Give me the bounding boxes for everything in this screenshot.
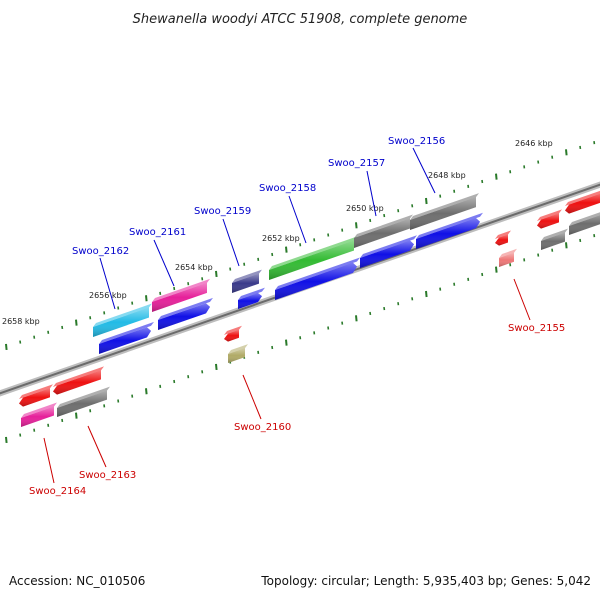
gene-block	[99, 321, 154, 354]
scale-label: 2658 kbp	[2, 317, 40, 326]
gene-block	[152, 278, 210, 312]
gene-label: Swoo_2157	[328, 158, 385, 169]
scale-tick	[75, 319, 78, 326]
gene-label: Swoo_2155	[508, 323, 565, 334]
gene-label: Swoo_2160	[234, 422, 291, 433]
gene-label: Swoo_2159	[194, 206, 251, 217]
gene-block	[57, 386, 110, 417]
gene-block	[53, 366, 104, 395]
gene-block	[360, 235, 417, 268]
gene-label: Swoo_2162	[72, 246, 129, 257]
gene-block	[541, 228, 568, 250]
gene-block	[158, 297, 213, 330]
leader-line	[288, 195, 307, 244]
topology-text: Topology: circular; Length: 5,935,403 bp…	[261, 574, 591, 588]
scale-tick	[5, 343, 8, 351]
gene-label: Swoo_2156	[388, 136, 445, 147]
gene-block	[238, 287, 265, 309]
scale-label: 2648 kbp	[428, 171, 466, 180]
gene-block	[499, 248, 517, 267]
scale-tick	[425, 290, 428, 298]
gene-block	[232, 269, 262, 293]
scale-label: 2646 kbp	[515, 139, 553, 148]
scale-tick	[425, 197, 428, 205]
leader-line	[153, 239, 175, 287]
scale-label: 2650 kbp	[346, 204, 384, 213]
scale-tick	[145, 388, 148, 395]
label-leader-lines	[43, 147, 531, 484]
scale-label: 2656 kbp	[89, 291, 127, 300]
gene-features	[19, 190, 600, 427]
leader-line	[87, 425, 107, 468]
gene-block	[21, 402, 57, 427]
scale-tick	[355, 222, 358, 229]
gene-block	[275, 257, 360, 300]
scale-tick	[355, 315, 358, 322]
gene-block	[537, 209, 562, 229]
gene-block	[416, 212, 483, 249]
gene-block	[569, 212, 600, 235]
gene-block	[93, 303, 152, 337]
scale-tick	[215, 270, 218, 278]
gene-block	[410, 193, 479, 230]
leader-line	[222, 218, 240, 267]
scale-label: 2652 kbp	[262, 234, 300, 243]
scale-tick	[215, 363, 218, 371]
scale-tick	[145, 295, 148, 302]
scale-labels: 2646 kbp 2648 kbp 2650 kbp 2652 kbp 2654 kbp…	[2, 139, 553, 326]
gene-block	[19, 384, 53, 407]
gene-label: Swoo_2164	[29, 486, 86, 497]
gene-block	[354, 214, 413, 248]
scale-tick	[75, 412, 78, 419]
gene-block	[224, 325, 242, 342]
gene-block	[565, 190, 600, 214]
map-title: Shewanella woodyi ATCC 51908, complete g…	[133, 12, 468, 27]
scale-tick	[5, 436, 8, 444]
gene-label: Swoo_2163	[79, 470, 136, 481]
gene-label: Swoo_2161	[129, 227, 186, 238]
scale-tick	[285, 246, 288, 253]
scale-tick	[495, 173, 498, 180]
gene-block	[228, 344, 248, 363]
leader-line	[99, 257, 116, 310]
gene-label: Swoo_2158	[259, 183, 316, 194]
leader-line	[412, 147, 436, 194]
gene-block	[269, 236, 357, 280]
leader-line	[366, 170, 377, 217]
scale-tick	[565, 149, 568, 156]
scale-ticks	[5, 140, 596, 444]
scale-tick	[495, 266, 498, 273]
leader-line	[513, 278, 531, 321]
accession-text: Accession: NC_010506	[9, 574, 146, 588]
scale-tick	[285, 339, 288, 346]
leader-line	[43, 437, 55, 484]
scale-label: 2654 kbp	[175, 263, 213, 272]
gene-block	[495, 230, 511, 246]
scale-tick	[565, 242, 568, 249]
leader-line	[242, 374, 262, 420]
